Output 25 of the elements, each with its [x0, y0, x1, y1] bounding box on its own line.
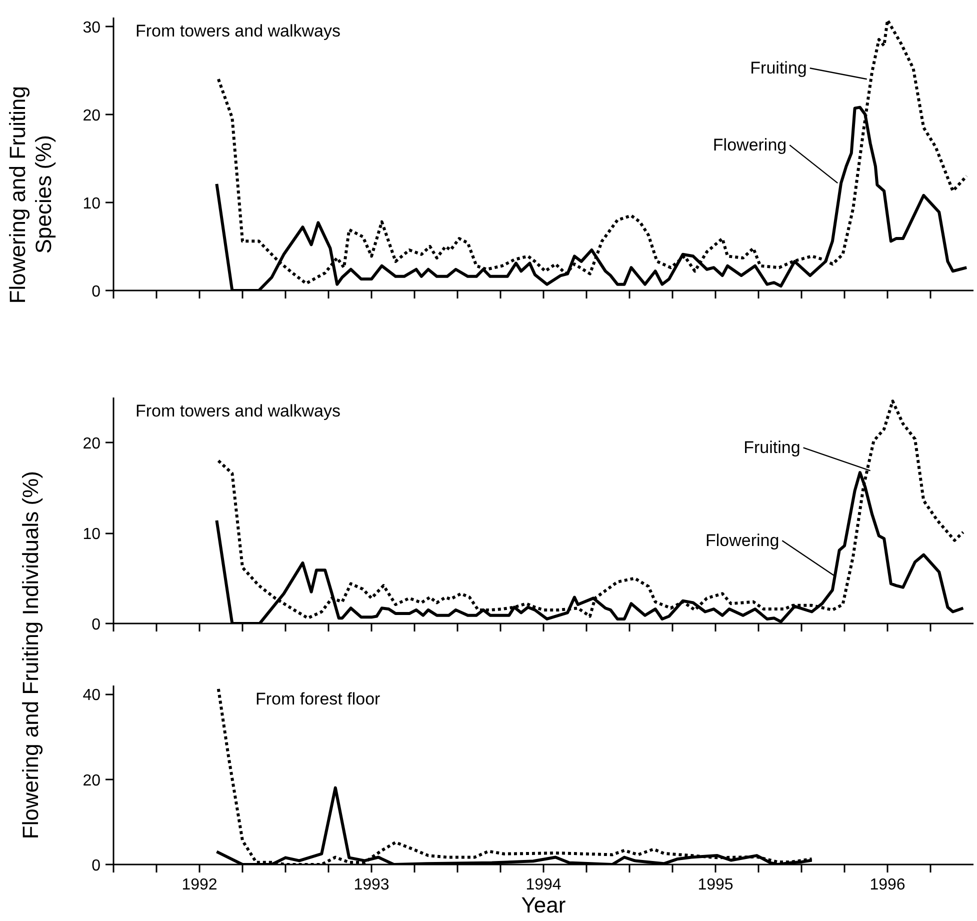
annotation: From forest floor — [256, 690, 381, 708]
y-tick-label: 0 — [92, 616, 101, 634]
y-tick-label: 20 — [82, 436, 101, 453]
y-tick-label: 20 — [82, 772, 101, 790]
x-tick-label: 1992 — [182, 876, 218, 894]
annotation: Flowering — [712, 136, 787, 155]
annotation: Fruiting — [750, 58, 807, 78]
x-axis-title: Year — [521, 892, 566, 918]
y-tick-label: 0 — [92, 858, 101, 874]
y-tick-label: 10 — [82, 195, 101, 212]
y-axis-title: Flowering and Fruiting Individuals (%) — [18, 471, 44, 840]
annotation: From towers and walkways — [136, 402, 341, 420]
y-tick-label: 30 — [82, 19, 101, 36]
x-tick-label: 1993 — [354, 876, 390, 894]
y-tick-label: 40 — [82, 687, 101, 704]
y-axis-title: Flowering and Fruiting Species (%) — [5, 86, 57, 304]
y-tick-label: 20 — [82, 107, 101, 124]
x-tick-label: 1995 — [698, 876, 734, 894]
y-tick-label: 0 — [92, 284, 101, 300]
annotation: Flowering — [705, 531, 780, 550]
x-tick-label: 1996 — [870, 876, 906, 894]
y-tick-label: 10 — [82, 526, 101, 544]
annotation: Fruiting — [744, 438, 800, 458]
x-tick-label: 1994 — [526, 876, 562, 894]
annotation: From towers and walkways — [136, 22, 341, 40]
